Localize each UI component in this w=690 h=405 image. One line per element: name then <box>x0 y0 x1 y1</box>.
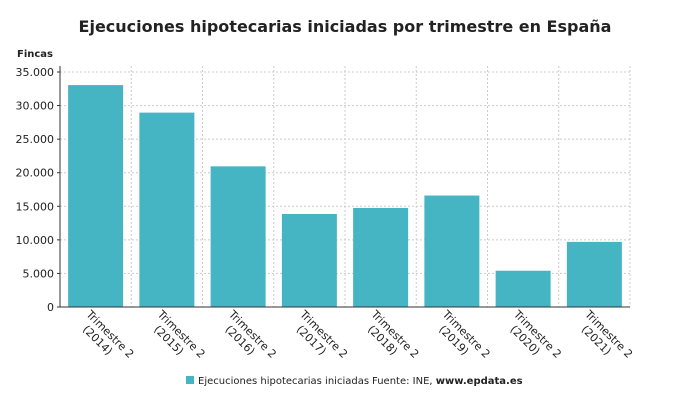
bar <box>68 85 124 307</box>
y-tick-label: 25.000 <box>16 133 55 146</box>
x-tick-label: Trimestre 2(2015) <box>145 307 208 370</box>
source-text: Fuente: INE, <box>372 376 433 387</box>
source: Fuente: INE, www.epdata.es <box>372 376 523 387</box>
y-tick-label: 35.000 <box>16 66 55 79</box>
bar <box>566 241 622 307</box>
x-tick-label: Trimestre 2(2017) <box>287 307 350 370</box>
legend-swatch <box>186 376 194 384</box>
y-tick-label: 0 <box>47 301 54 314</box>
source-site: www.epdata.es <box>436 376 523 387</box>
chart-title: Ejecuciones hipotecarias iniciadas por t… <box>79 17 612 36</box>
y-axis-label: Fincas <box>17 49 53 60</box>
y-tick-label: 5.000 <box>23 267 55 280</box>
y-tick-label: 10.000 <box>16 234 55 247</box>
bar <box>281 214 337 307</box>
x-tick-label: Trimestre 2(2019) <box>430 307 493 370</box>
bar <box>210 166 266 307</box>
x-tick-label: Trimestre 2(2016) <box>216 307 279 370</box>
x-tick-label: Trimestre 2(2018) <box>359 307 422 370</box>
bar <box>495 270 551 307</box>
bar <box>139 112 195 307</box>
y-tick-label: 15.000 <box>16 200 55 213</box>
bar <box>424 195 480 307</box>
bar <box>353 207 409 307</box>
x-tick-label: Trimestre 2(2014) <box>74 307 137 370</box>
x-tick-label: Trimestre 2(2021) <box>572 307 635 370</box>
x-tick-label: Trimestre 2(2020) <box>501 307 564 370</box>
y-tick-label: 30.000 <box>16 100 55 113</box>
legend-label: Ejecuciones hipotecarias iniciadas <box>198 376 369 387</box>
y-tick-label: 20.000 <box>16 167 55 180</box>
